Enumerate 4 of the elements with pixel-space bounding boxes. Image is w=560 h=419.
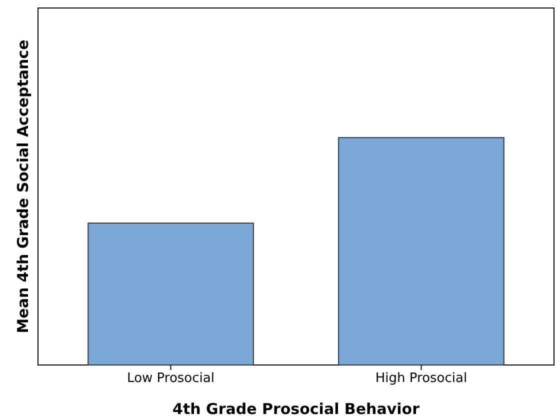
x-axis-title: 4th Grade Prosocial Behavior <box>172 400 420 418</box>
x-tick-label: Low Prosocial <box>127 371 214 386</box>
y-axis-title: Mean 4th Grade Social Acceptance <box>14 40 32 334</box>
x-tick-label: High Prosocial <box>375 371 468 386</box>
